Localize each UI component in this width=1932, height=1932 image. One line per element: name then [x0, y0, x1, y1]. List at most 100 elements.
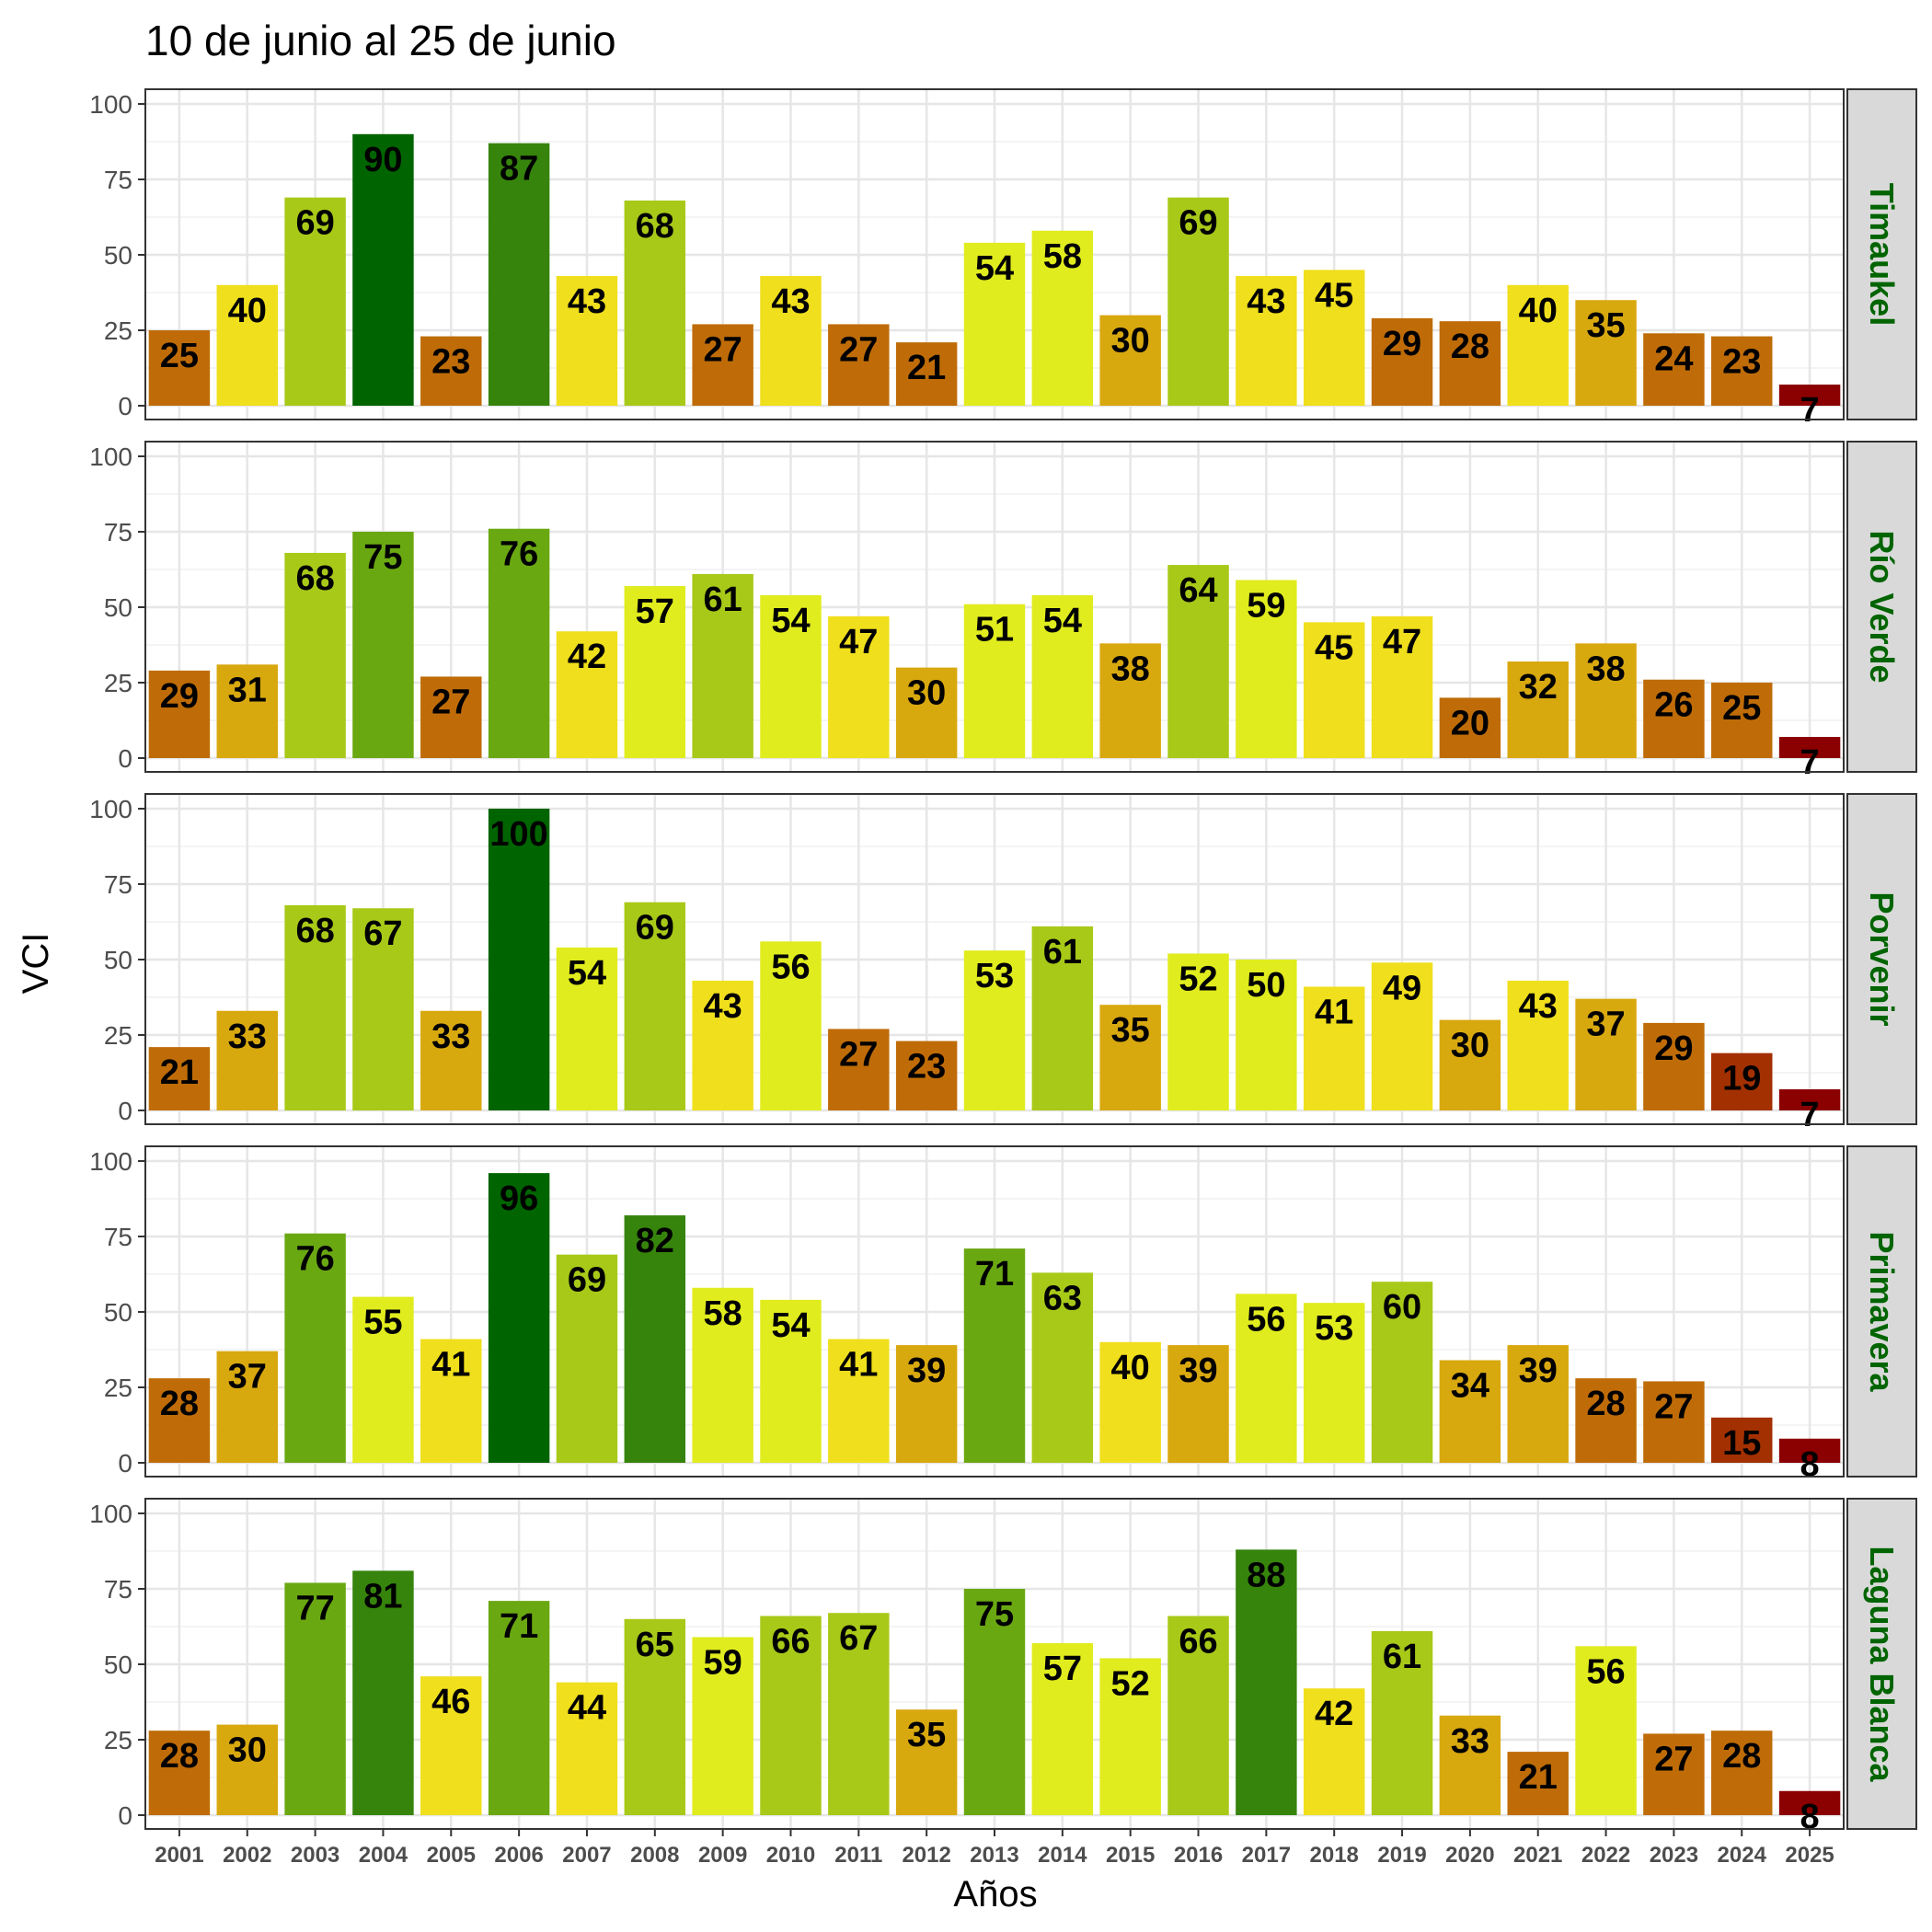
bar-2005 [420, 336, 482, 406]
bar-label-2011: 41 [839, 1346, 878, 1385]
bar-2021 [1507, 1752, 1569, 1815]
bar-label-2015: 52 [1111, 1664, 1150, 1703]
x-tick-label-2018: 2018 [1310, 1843, 1359, 1868]
bar-2012 [895, 1345, 958, 1463]
bar-label-2009: 27 [703, 330, 742, 369]
y-tick-label: 25 [104, 1021, 132, 1050]
y-tick-label: 25 [104, 316, 132, 345]
bar-2016 [1167, 1345, 1229, 1463]
bar-2003 [284, 904, 346, 1110]
x-axis-title: Años [953, 1874, 1037, 1915]
bar-label-2016: 66 [1179, 1623, 1217, 1662]
x-tick-label-2017: 2017 [1242, 1843, 1291, 1868]
x-tick-label-2013: 2013 [970, 1843, 1018, 1868]
bar-label-2025: 7 [1800, 391, 1820, 430]
bar-label-2003: 77 [295, 1589, 334, 1627]
bar-2023 [1643, 333, 1705, 406]
bar-label-2016: 69 [1179, 204, 1217, 243]
bar-2013 [963, 950, 1026, 1110]
bar-label-2003: 68 [295, 912, 334, 950]
bar-label-2009: 58 [703, 1294, 742, 1333]
bar-2025 [1778, 1790, 1841, 1815]
bar-label-2003: 69 [295, 204, 334, 243]
bar-label-2005: 46 [431, 1683, 470, 1721]
bar-label-2019: 47 [1383, 623, 1421, 661]
bar-2013 [963, 1248, 1026, 1463]
bar-2016 [1167, 953, 1229, 1110]
x-tick-label-2011: 2011 [834, 1843, 882, 1868]
bar-2024 [1711, 683, 1773, 758]
bar-label-2020: 20 [1451, 704, 1489, 742]
bar-2008 [624, 200, 686, 406]
bar-label-2011: 27 [839, 1035, 878, 1074]
bar-label-2002: 40 [228, 292, 267, 330]
facet-strip [1846, 1498, 1917, 1830]
bar-2023 [1643, 1733, 1705, 1815]
bar-label-2019: 29 [1383, 325, 1421, 363]
bar-2011 [828, 1339, 890, 1463]
bar-2020 [1439, 697, 1501, 758]
bar-label-2007: 44 [568, 1689, 606, 1728]
chart-title: 10 de junio al 25 de junio [145, 17, 616, 64]
bar-label-2006: 76 [500, 535, 538, 574]
y-tick-label: 100 [89, 1147, 132, 1176]
x-axis: 2001 2002 2003 2004 2005 2006 2007 2008 2009 2010… [155, 1829, 1834, 1868]
bar-2015 [1099, 643, 1161, 758]
bar-label-2011: 67 [839, 1619, 878, 1658]
bar-2002 [216, 1724, 278, 1815]
x-tick-label-2020: 2020 [1445, 1843, 1494, 1868]
bar-2019 [1371, 962, 1433, 1110]
bar-2025 [1778, 385, 1841, 406]
bar-2022 [1575, 643, 1637, 758]
bar-label-2012: 35 [907, 1716, 946, 1754]
bar-2020 [1439, 321, 1501, 406]
bar-label-2009: 43 [703, 987, 742, 1026]
bar-2007 [556, 275, 618, 406]
bar-2016 [1167, 1616, 1229, 1815]
bar-2022 [1575, 1646, 1637, 1815]
bar-2002 [216, 1351, 278, 1463]
bar-2015 [1099, 315, 1161, 406]
bar-2017 [1236, 1294, 1297, 1463]
y-tick-label: 50 [104, 1650, 132, 1679]
bar-label-2004: 67 [363, 914, 402, 953]
bar-label-2004: 75 [363, 538, 402, 577]
bar-label-2008: 57 [636, 592, 674, 631]
bar-label-2012: 21 [907, 349, 946, 387]
bar-2024 [1711, 1052, 1773, 1110]
y-tick-label: 100 [89, 90, 132, 119]
bar-label-2021: 43 [1519, 987, 1558, 1026]
facet-panel-rio-verde: 29 31 68 75 27 76 42 57 61 54 47 30 51 54 38 64 59 45 47 20… [89, 441, 1917, 782]
bar-label-2011: 47 [839, 623, 878, 661]
bar-label-2013: 71 [975, 1255, 1014, 1294]
y-tick-label: 100 [89, 443, 132, 471]
bar-2018 [1303, 270, 1365, 406]
y-tick-label: 75 [104, 1575, 132, 1604]
bar-2011 [828, 615, 890, 758]
bar-label-2018: 42 [1315, 1695, 1353, 1733]
bar-2018 [1303, 986, 1365, 1110]
bar-2010 [760, 275, 822, 406]
facet-label-laguna-blanca: Laguna Blanca [1863, 1546, 1901, 1782]
x-tick-label-2019: 2019 [1377, 1843, 1426, 1868]
bar-label-2023: 26 [1654, 686, 1693, 725]
bar-2015 [1099, 1341, 1161, 1463]
bar-2017 [1236, 1549, 1297, 1815]
bar-2006 [488, 528, 550, 758]
bar-2023 [1643, 1381, 1705, 1463]
bar-label-2020: 28 [1451, 328, 1489, 366]
bar-2024 [1711, 1731, 1773, 1815]
bar-label-2014: 54 [1043, 602, 1082, 640]
bar-label-2008: 69 [636, 909, 674, 948]
bar-label-2007: 43 [568, 282, 606, 321]
bar-2013 [963, 1589, 1026, 1815]
bar-label-2006: 71 [500, 1607, 538, 1646]
y-tick-label: 0 [118, 1097, 132, 1125]
y-tick-label: 0 [118, 1449, 132, 1478]
bar-label-2004: 81 [363, 1577, 402, 1616]
bar-2007 [556, 1682, 618, 1815]
y-tick-label: 25 [104, 1726, 132, 1754]
bar-label-2016: 64 [1179, 571, 1217, 610]
bar-2025 [1778, 737, 1841, 758]
